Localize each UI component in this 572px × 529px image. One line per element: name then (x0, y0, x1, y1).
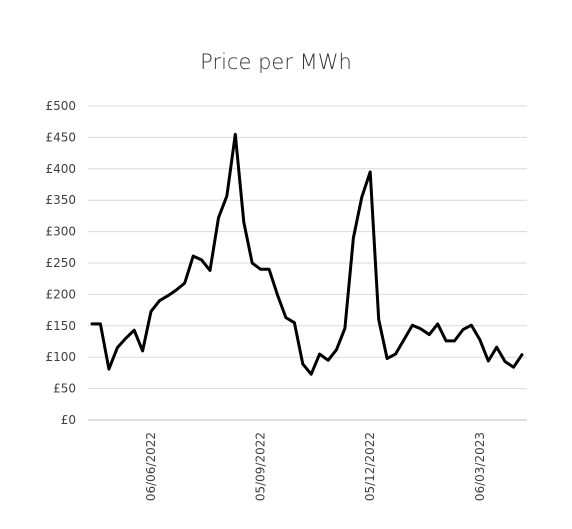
data-point (411, 324, 414, 327)
y-tick-label: £200 (45, 287, 76, 301)
x-tick-label: 06/06/2022 (144, 432, 158, 501)
data-point (158, 299, 161, 302)
data-point (259, 268, 262, 271)
data-point (99, 322, 102, 326)
y-axis-ticks: £0 £50 £100 £150 £200 £250 £300 £350 £400 £450 £50… (45, 99, 76, 427)
data-point (192, 254, 195, 258)
data-point (335, 348, 338, 351)
data-point (284, 316, 288, 319)
x-axis-ticks: 06/06/2022 05/09/2022 05/12/2022 06/03/2023 (144, 432, 487, 501)
data-point (503, 360, 507, 363)
data-point (141, 349, 144, 353)
data-point (149, 310, 153, 313)
y-tick-label: £350 (45, 193, 76, 207)
y-tick-label: £0 (61, 413, 76, 427)
data-point (183, 281, 186, 285)
data-point (234, 133, 237, 136)
data-point (124, 337, 127, 340)
chart-title: Price per MWh (200, 50, 352, 74)
data-point (301, 362, 304, 366)
data-point (107, 367, 111, 371)
data-point (478, 338, 481, 341)
data-point (470, 324, 473, 327)
data-point (208, 269, 212, 272)
data-point (326, 359, 330, 362)
y-tick-label: £50 (53, 382, 76, 396)
data-point (360, 195, 363, 199)
data-point (520, 353, 524, 356)
y-tick-label: £300 (45, 225, 76, 239)
data-point (318, 352, 321, 356)
data-point (394, 352, 397, 356)
data-point (133, 329, 136, 332)
data-point (453, 339, 456, 343)
data-point (90, 322, 94, 326)
data-point (419, 327, 422, 331)
gridlines (88, 105, 527, 421)
data-point (369, 170, 372, 174)
data-point (428, 333, 431, 336)
data-point (293, 321, 296, 324)
data-point (166, 294, 170, 297)
x-tick-label: 05/12/2022 (363, 432, 377, 501)
data-point (444, 339, 448, 343)
data-point (487, 359, 490, 363)
data-point (461, 328, 465, 331)
x-tick-label: 05/09/2022 (254, 432, 268, 501)
data-point (200, 258, 203, 262)
data-point (377, 318, 380, 321)
y-tick-label: £400 (45, 162, 76, 176)
y-tick-label: £100 (45, 350, 76, 364)
series-layer (90, 132, 524, 376)
data-point (251, 261, 254, 265)
data-point (267, 268, 271, 271)
data-point (116, 346, 119, 349)
data-point (512, 366, 515, 369)
y-tick-label: £150 (45, 319, 76, 333)
data-point (217, 216, 220, 219)
y-tick-label: £450 (45, 130, 76, 144)
data-point (242, 221, 245, 224)
y-tick-label: £500 (45, 99, 76, 113)
data-point (310, 373, 313, 376)
data-point (175, 288, 178, 292)
y-tick-label: £250 (45, 256, 76, 270)
data-point (352, 236, 355, 240)
x-tick-label: 06/03/2023 (473, 432, 487, 501)
data-point (225, 194, 229, 197)
data-point (385, 357, 389, 360)
data-point (343, 327, 347, 330)
data-point (402, 338, 406, 341)
data-point (276, 293, 279, 297)
price-series-line (90, 132, 524, 376)
data-point (436, 322, 439, 326)
data-point (495, 346, 498, 349)
